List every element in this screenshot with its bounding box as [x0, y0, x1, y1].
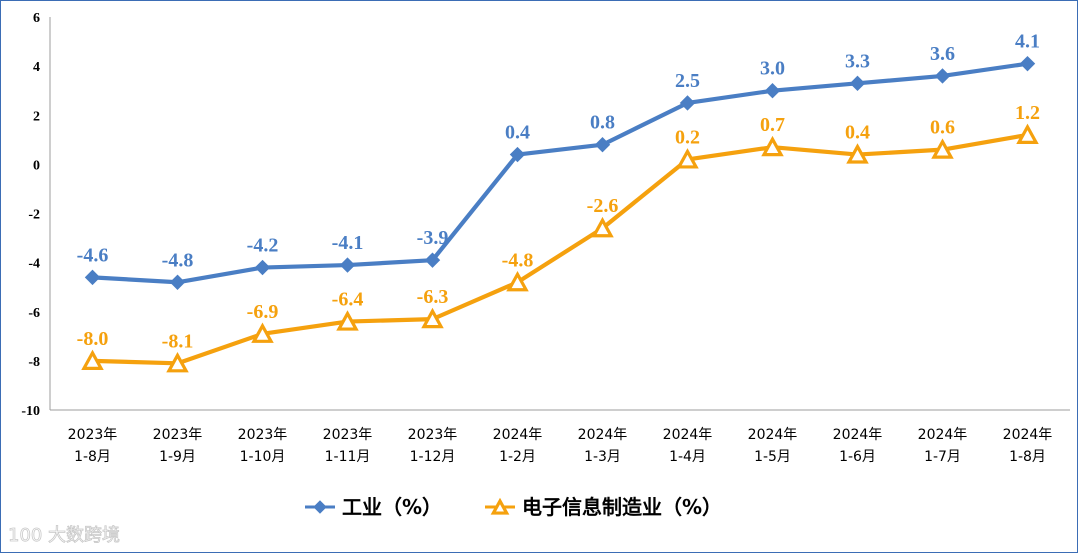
data-point-marker [1016, 123, 1039, 144]
watermark-text: 大数跨境 [48, 525, 120, 546]
y-tick-label: -6 [28, 306, 40, 321]
data-label: 0.8 [590, 112, 615, 134]
data-point-marker [1019, 55, 1036, 72]
data-label: 0.7 [760, 114, 785, 136]
data-label: -4.8 [162, 249, 194, 271]
legend-marker-triangle-icon [490, 497, 510, 515]
data-label: -4.1 [332, 232, 364, 254]
data-label: 3.6 [930, 43, 955, 65]
data-point-marker [336, 310, 359, 331]
data-label: 4.1 [1015, 31, 1040, 53]
data-point-marker [84, 269, 101, 286]
data-label: 2.5 [675, 70, 700, 92]
data-label: 0.6 [930, 117, 955, 139]
data-point-marker [166, 352, 189, 373]
x-tick-label: 2024年 1-3月 [578, 427, 628, 465]
series-line-electronics [92, 132, 1028, 366]
data-point-marker [251, 322, 274, 343]
data-label: -3.9 [417, 227, 449, 249]
x-tick-label: 2023年 1-11月 [323, 427, 373, 465]
data-label: -2.6 [587, 195, 619, 217]
data-label: -4.6 [77, 244, 109, 266]
x-tick-label: 2024年 1-7月 [918, 427, 968, 465]
data-point-marker [81, 349, 104, 370]
data-point-marker [254, 259, 271, 276]
data-label: 0.2 [675, 126, 700, 148]
data-point-marker [676, 148, 699, 169]
data-point-marker [509, 146, 526, 163]
legend-marker-diamond-icon [313, 500, 327, 514]
data-label: -8.0 [77, 328, 109, 350]
x-tick-label: 2024年 1-8月 [1003, 427, 1053, 465]
data-label: -8.1 [162, 330, 194, 352]
data-label: -6.9 [247, 301, 279, 323]
data-label: 1.2 [1015, 102, 1040, 124]
x-tick-label: 2024年 1-5月 [748, 427, 798, 465]
series-line-industry [92, 61, 1028, 285]
data-point-marker [931, 138, 954, 159]
data-point-marker [846, 143, 869, 164]
data-point-marker [764, 82, 781, 99]
data-label: 0.4 [505, 122, 530, 144]
data-point-marker [594, 137, 611, 153]
data-label: -4.2 [247, 235, 279, 257]
data-point-marker [339, 257, 356, 273]
y-tick-label: -10 [21, 404, 40, 419]
y-tick-label: 2 [33, 109, 40, 124]
data-point-marker [424, 252, 441, 268]
data-point-marker [934, 68, 951, 84]
data-point-marker [421, 307, 444, 329]
x-tick-label: 2024年 1-4月 [663, 427, 713, 465]
legend-label: 电子信息制造业（%） [522, 495, 722, 519]
data-label: 3.3 [845, 50, 870, 72]
y-tick-label: -8 [28, 355, 40, 370]
data-label: -4.8 [502, 249, 534, 271]
data-label: 3.0 [760, 58, 785, 80]
y-tick-label: 4 [33, 60, 40, 75]
x-tick-label: 2024年 1-6月 [833, 427, 883, 465]
data-point-marker [506, 270, 529, 292]
data-point-marker [591, 216, 614, 238]
x-tick-label: 2023年 1-10月 [238, 427, 288, 465]
x-tick-label: 2024年 1-2月 [493, 427, 543, 465]
x-tick-label: 2023年 1-8月 [68, 427, 118, 465]
y-tick-label: -2 [28, 208, 40, 223]
x-tick-label: 2023年 1-9月 [153, 427, 203, 465]
legend-label: 工业（%） [342, 495, 442, 519]
y-tick-label: -4 [28, 257, 40, 272]
data-label: 0.4 [845, 122, 870, 144]
data-label: -6.4 [332, 289, 364, 311]
y-tick-label: 6 [33, 11, 40, 26]
data-point-marker [679, 95, 696, 111]
x-tick-label: 2023年 1-12月 [408, 427, 458, 465]
data-label: -6.3 [417, 286, 449, 308]
data-point-marker [849, 75, 866, 92]
data-point-marker [761, 135, 784, 157]
data-point-marker [169, 274, 186, 290]
y-tick-label: 0 [33, 158, 40, 173]
watermark-logo-text: 100 [8, 525, 42, 546]
